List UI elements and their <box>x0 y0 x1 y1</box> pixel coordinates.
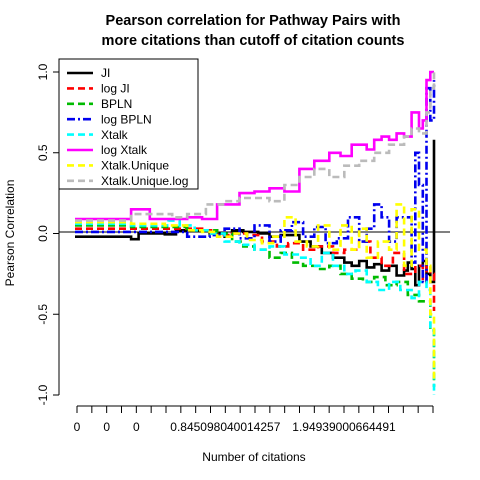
x-axis-label: Number of citations <box>202 450 305 464</box>
legend-label: Xtalk <box>101 128 129 142</box>
y-axis-label: Pearson Correlation <box>3 180 17 287</box>
series-line <box>75 80 436 284</box>
legend-label: log BPLN <box>101 112 152 126</box>
x-tick-label: 0 <box>74 420 81 434</box>
y-axis: -1.0 -0.5 0.0 0.5 1.0 <box>36 63 60 405</box>
legend-label: Xtalk.Unique.log <box>101 174 188 188</box>
y-tick-label: 1.0 <box>36 63 50 80</box>
x-axis: 0 0 0 0.845098040014257 1.94939000664491 <box>74 405 434 434</box>
legend-label: log Xtalk <box>101 143 148 157</box>
legend-label: Xtalk.Unique <box>101 159 169 173</box>
y-tick-label: 0.5 <box>36 144 50 161</box>
legend-label: JI <box>101 66 110 80</box>
x-tick-label: 1.94939000664491 <box>292 420 396 434</box>
chart-title-line-2: more citations than cutoff of citation c… <box>102 33 405 49</box>
legend-box <box>58 58 199 190</box>
y-tick-label: -0.5 <box>36 304 50 325</box>
series-layer <box>75 70 436 395</box>
y-tick-label: -1.0 <box>36 384 50 405</box>
y-tick-label: 0.0 <box>36 225 50 242</box>
series-line <box>75 72 436 222</box>
x-tick-label: 0 <box>103 420 110 434</box>
chart-title-line-1: Pearson correlation for Pathway Pairs wi… <box>106 13 401 29</box>
x-tick-label: 0.845098040014257 <box>170 420 280 434</box>
series-line <box>75 219 436 395</box>
x-tick-label: 0 <box>133 420 140 434</box>
legend-label: log JI <box>101 82 130 96</box>
legend-label: BPLN <box>101 97 132 111</box>
series-line <box>75 203 436 379</box>
